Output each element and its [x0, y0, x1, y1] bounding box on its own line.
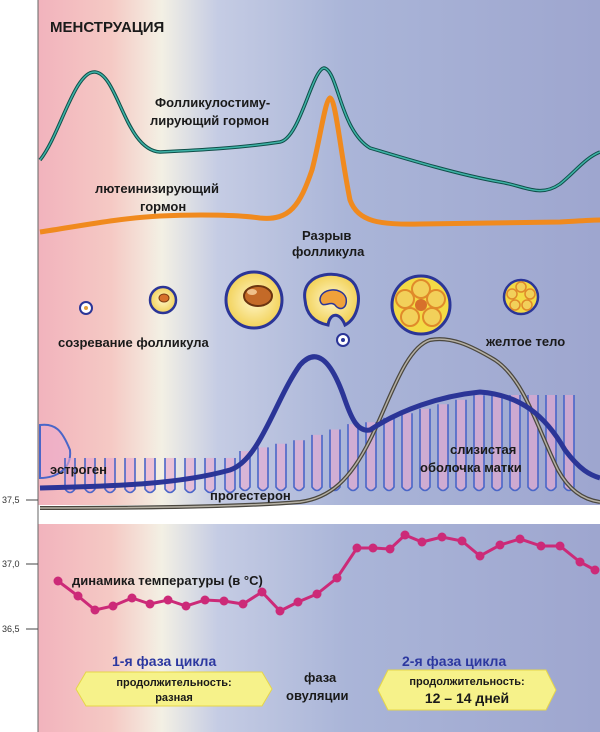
follicle-stage-1 — [79, 301, 93, 315]
temperature-point — [200, 595, 210, 605]
endometrium-gland — [329, 429, 341, 492]
ovulation-label-line2: овуляции — [286, 688, 349, 703]
temperature-point — [145, 599, 155, 609]
fsh-label-line1: Фолликулостиму- — [155, 95, 270, 110]
endometrium-gland — [563, 395, 575, 492]
lh-curve — [39, 95, 600, 235]
temperature-point — [238, 599, 248, 609]
temperature-point — [275, 606, 285, 616]
estrogen-curve — [39, 354, 600, 491]
corpus-luteum-label: желтое тело — [485, 334, 565, 349]
follicle-stage-4-rupture — [303, 272, 360, 328]
fsh-label-line2: лирующий гормон — [150, 113, 269, 128]
temperature-point — [536, 541, 546, 551]
lh-label-line1: лютеинизирующий — [95, 181, 219, 196]
endometrium-gland — [257, 447, 269, 492]
temperature-point — [73, 591, 83, 601]
rupture-label-line2: фолликула — [292, 244, 365, 259]
temp-tick-37-0: 37,0 — [2, 559, 20, 569]
corpus-luteum-stage-1 — [390, 274, 452, 336]
temperature-label: динамика температуры (в °С) — [72, 573, 263, 588]
mucosa-label-line1: слизистая — [450, 442, 516, 457]
ovulation-label-line1: фаза — [304, 670, 337, 685]
phase2-duration-box: продолжительность: 12 – 14 дней — [377, 669, 557, 711]
temperature-point — [495, 540, 505, 550]
temperature-point — [352, 543, 362, 553]
temperature-point — [457, 536, 467, 546]
endometrium-gland — [124, 458, 136, 494]
endometrium-gland — [311, 434, 323, 492]
endometrium-gland — [275, 443, 287, 492]
temperature-point — [127, 593, 137, 603]
progesterone-curve-highlight — [39, 338, 600, 509]
phase2-title: 2-я фаза цикла — [402, 653, 506, 669]
temperature-point — [417, 537, 427, 547]
endometrium-glands — [64, 395, 575, 494]
temperature-point — [219, 596, 229, 606]
temperature-point — [515, 534, 525, 544]
endometrium-gland — [184, 458, 196, 494]
endometrium-gland — [419, 408, 431, 492]
temperature-point — [385, 544, 395, 554]
phase1-duration-value: разная — [155, 692, 193, 704]
endometrium-gland — [164, 458, 176, 494]
endometrium-gland — [455, 399, 467, 492]
endometrium-gland — [293, 440, 305, 492]
progesterone-label: прогестерон — [210, 488, 291, 503]
temperature-point — [400, 530, 410, 540]
temp-tick-36-5: 36,5 — [2, 624, 20, 634]
temperature-point — [312, 589, 322, 599]
temp-tick-37-5: 37,5 — [2, 495, 20, 505]
mucosa-label-line2: оболочка матки — [420, 460, 522, 475]
phase1-duration-box: продолжительность: разная — [75, 671, 273, 707]
endometrium-gland — [144, 458, 156, 494]
temperature-point — [163, 595, 173, 605]
phase2-duration-value: 12 – 14 дней — [425, 690, 509, 706]
temperature-point — [108, 601, 118, 611]
temperature-point — [555, 541, 565, 551]
temperature-point — [575, 557, 585, 567]
upper-panel-background — [38, 0, 600, 505]
endometrium-gland — [437, 404, 449, 492]
follicle-stage-2 — [148, 285, 178, 315]
estrogen-label: эстроген — [50, 462, 107, 477]
endometrium-gland — [545, 395, 557, 492]
rupture-label-line1: Разрыв — [302, 228, 351, 243]
maturation-label: созревание фолликула — [58, 335, 210, 350]
temperature-point — [181, 601, 191, 611]
phase2-duration-label: продолжительность: — [409, 676, 524, 688]
temperature-point — [437, 532, 447, 542]
phase1-duration-label: продолжительность: — [116, 677, 231, 689]
phase1-title: 1-я фаза цикла — [112, 653, 216, 669]
lh-label-line2: гормон — [140, 199, 186, 214]
fsh-curve-highlight — [39, 67, 600, 192]
endometrium-gland — [509, 395, 521, 492]
corpus-luteum-stage-2 — [502, 278, 540, 316]
temperature-curve — [53, 530, 600, 616]
temperature-point — [368, 543, 378, 553]
endometrium-shape — [39, 423, 72, 480]
released-oocyte — [336, 333, 350, 347]
endometrium-gland — [347, 424, 359, 492]
temperature-point — [293, 597, 303, 607]
endometrium-gland — [401, 413, 413, 492]
temperature-point — [332, 573, 342, 583]
temperature-point — [90, 605, 100, 615]
temperature-point — [475, 551, 485, 561]
temperature-point — [590, 565, 600, 575]
endometrium-gland — [383, 417, 395, 492]
diagram-title: МЕНСТРУАЦИЯ — [50, 19, 164, 36]
temperature-point — [53, 576, 63, 586]
follicle-stage-3 — [224, 270, 284, 330]
temperature-point — [257, 587, 267, 597]
endometrium-gland — [473, 395, 485, 492]
endometrium-gland — [491, 395, 503, 492]
